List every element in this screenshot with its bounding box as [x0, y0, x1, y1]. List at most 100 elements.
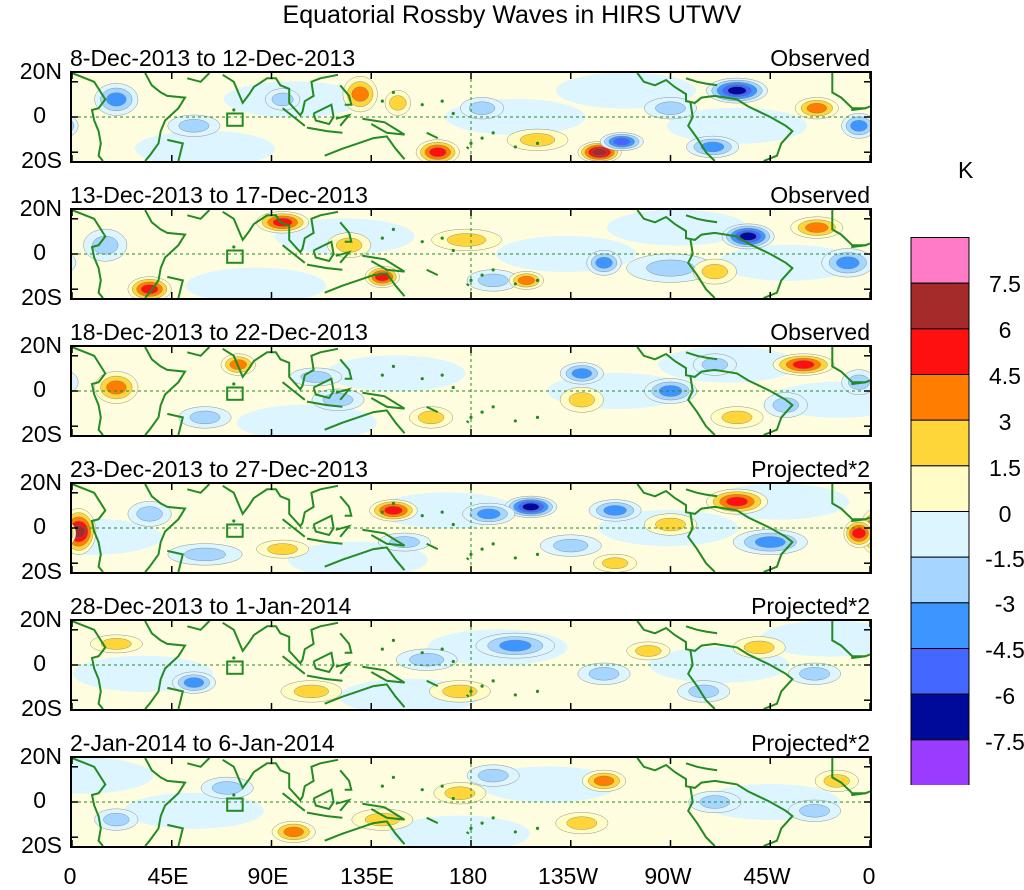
- coastline: [465, 420, 470, 424]
- coastline: [167, 549, 185, 572]
- island-dot: [380, 784, 384, 788]
- xtick-135e: 135E: [340, 863, 394, 889]
- anomaly-contour: [136, 506, 163, 522]
- anomaly-contour: [103, 812, 130, 827]
- island-dot: [440, 373, 444, 377]
- coastline: [636, 210, 794, 298]
- anomaly-contour: [469, 101, 496, 115]
- anomaly-contour: [851, 527, 866, 539]
- island-dot: [513, 145, 517, 149]
- cb-label-0: 0: [998, 501, 1012, 527]
- panel-1-dates: 8-Dec-2013 to 12-Dec-2013: [70, 45, 356, 71]
- anomaly-contour: [178, 119, 210, 133]
- xtick-45w: 45W: [743, 863, 791, 889]
- panel-3-map: [72, 347, 870, 435]
- anomaly-contour: [446, 233, 487, 247]
- coastline: [306, 674, 343, 682]
- anomaly-contour: [72, 254, 77, 271]
- coastline: [72, 758, 107, 846]
- coastline: [335, 387, 352, 401]
- island-dot: [469, 278, 473, 282]
- coastline: [281, 244, 306, 264]
- island-dot: [232, 245, 236, 249]
- ytick-p1-20s: 20S: [21, 147, 62, 173]
- island-dot: [513, 830, 517, 834]
- anomaly-contour: [520, 133, 556, 147]
- coastline: [72, 484, 107, 572]
- coastline: [685, 77, 718, 87]
- coastline: [306, 811, 343, 819]
- ytick-p2-0: 0: [33, 239, 46, 265]
- colorbar-box: [910, 374, 970, 421]
- ytick-p6-20n: 20N: [19, 743, 62, 769]
- island-dot: [232, 382, 236, 386]
- coastline: [306, 400, 343, 408]
- anomaly-contour: [613, 137, 631, 146]
- coastlines: [72, 621, 870, 709]
- cb-label-neg3: -3: [994, 591, 1016, 617]
- island-dot: [451, 111, 455, 116]
- island-dot: [232, 656, 236, 660]
- panel-5: [70, 619, 872, 711]
- island-dot: [491, 816, 495, 820]
- coastline: [187, 484, 211, 494]
- reference-box: [226, 660, 244, 675]
- island-dot: [391, 501, 396, 505]
- xtick-45e: 45E: [147, 863, 189, 889]
- coastline: [281, 655, 306, 675]
- panel-2-map: [72, 210, 870, 298]
- island-dot: [451, 522, 455, 527]
- anomaly-contour: [184, 547, 226, 562]
- coastline: [222, 758, 339, 802]
- anomaly-contour: [805, 222, 829, 233]
- coastline: [144, 210, 187, 298]
- island-dot: [380, 510, 384, 514]
- panel-5-map: [72, 621, 870, 709]
- coastline: [324, 135, 406, 160]
- anomaly-contour: [429, 147, 447, 158]
- anomaly-contour: [522, 502, 540, 511]
- island-dot: [535, 278, 540, 282]
- coastlines: [72, 210, 870, 298]
- island-dot: [480, 684, 484, 688]
- ytick-p2-20n: 20N: [19, 195, 62, 221]
- coastline: [312, 240, 335, 263]
- coastline: [465, 283, 470, 287]
- anomaly-contour: [726, 496, 748, 507]
- island-dot: [440, 784, 444, 788]
- coastline: [144, 484, 187, 572]
- ytick-p4-20n: 20N: [19, 469, 62, 495]
- colorbar-box: [910, 282, 970, 330]
- coastline: [335, 661, 352, 675]
- ytick-p4-0: 0: [33, 513, 46, 539]
- ytick-p1-0: 0: [33, 102, 46, 128]
- xtick-135w: 135W: [537, 863, 599, 889]
- coastline: [339, 221, 353, 243]
- coastline: [636, 484, 794, 572]
- cb-label-neg4.5: -4.5: [985, 637, 1024, 663]
- island-dot: [480, 547, 484, 551]
- island-dot: [513, 419, 517, 423]
- anomaly-contour: [293, 684, 329, 699]
- ytick-p5-20n: 20N: [19, 606, 62, 632]
- weak-negative-patch: [389, 815, 530, 846]
- cb-label-neg6: -6: [994, 683, 1016, 709]
- coastline: [426, 542, 439, 551]
- colorbar-box: [910, 511, 970, 558]
- coastline: [324, 683, 406, 708]
- coastline: [851, 107, 866, 112]
- ytick-p3-20n: 20N: [19, 332, 62, 358]
- coastline: [636, 73, 794, 161]
- anomaly-contour: [588, 667, 620, 681]
- coastline: [312, 514, 335, 537]
- reference-box: [226, 249, 244, 264]
- xtick-90w: 90W: [644, 863, 692, 889]
- island-dot: [535, 826, 540, 830]
- coastline: [687, 513, 716, 572]
- island-dot: [420, 377, 424, 381]
- panel-6-label: Projected*2: [751, 730, 870, 756]
- anomaly-contour: [727, 86, 747, 95]
- coastline: [636, 621, 794, 709]
- cb-label-neg7.5: -7.5: [985, 729, 1024, 755]
- colorbar-unit-label: K: [958, 157, 974, 183]
